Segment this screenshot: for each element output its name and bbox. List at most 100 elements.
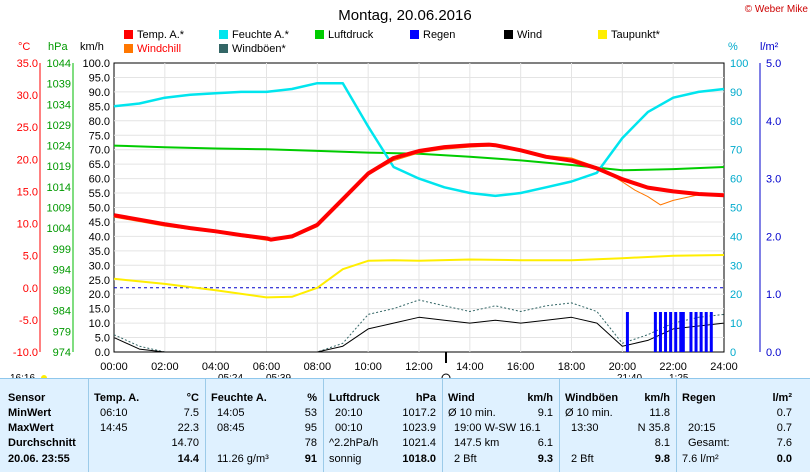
stats-col-sensor: Sensor MinWert MaxWert Durchschnitt 20.0… (0, 379, 89, 472)
gust-beaufort: 2 Bft (571, 453, 594, 465)
y-axes: 35.0 30.0 25.0 20.0 15.0 10.0 5.0 0.0 -5.0 -10.0 1… (13, 58, 781, 359)
temp-tick-4: 15.0 (17, 186, 38, 198)
unit-humidity: % (728, 41, 738, 53)
sunrise-left: 05:24 (218, 373, 243, 378)
stats-label-min: MinWert (8, 407, 52, 419)
sunrise-right: 05:39 (266, 373, 291, 378)
rain-tick-1: 4.0 (766, 116, 781, 128)
stats-header-wind: Wind (448, 392, 475, 404)
humidity-tick-3: 70 (730, 145, 742, 157)
stats-col-wind: Wind km/h Ø 10 min. 9.1 19:00 W-SW 16.1 14… (442, 379, 560, 472)
wind-avg10-value: 9.1 (537, 407, 553, 419)
rain-total-value: 7.6 (776, 437, 792, 449)
humidity-max-time: 08:45 (217, 422, 245, 434)
stats-label-current: 20.06. 23:55 (8, 453, 70, 465)
rain-tick-0: 5.0 (766, 58, 781, 70)
pressure-tick-1: 1039 (47, 79, 71, 91)
pressure-tick-2: 1034 (47, 99, 71, 111)
stats-header-sensor: Sensor (8, 392, 46, 404)
temp-tick-0: 35.0 (17, 58, 38, 70)
pressure-tick-10: 994 (53, 264, 71, 276)
wind-tick-0: 100.0 (82, 58, 110, 70)
humidity-tick-9: 10 (730, 318, 742, 330)
legend-label-4: Wind (517, 29, 542, 41)
wind-beaufort: 2 Bft (454, 453, 477, 465)
x-tick-5: 10:00 (354, 361, 382, 373)
temp-tick-8: -5.0 (19, 315, 38, 327)
pressure-tick-12: 984 (53, 306, 71, 318)
wind-tick-2: 90.0 (89, 87, 110, 99)
temp-min-time: 06:10 (100, 407, 128, 419)
plot-series (113, 81, 725, 353)
stats-unit-wind: km/h (527, 392, 553, 404)
rain-max-value: 0.7 (776, 422, 792, 434)
rain-tick-3: 2.0 (766, 231, 781, 243)
temp-current-value: 14.4 (177, 453, 199, 465)
x-axis: 00:00 02:00 04:00 06:00 08:00 10:00 12:00 14:00… (100, 361, 738, 373)
legend-label-2: Luftdruck (328, 29, 374, 41)
humidity-tick-7: 30 (730, 260, 742, 272)
x-tick-2: 04:00 (202, 361, 230, 373)
humidity-tick-10: 0 (730, 347, 736, 359)
pressure-tick-6: 1014 (47, 182, 71, 194)
legend-swatch-1 (219, 30, 228, 39)
wind-tick-11: 45.0 (89, 217, 110, 229)
current-time-marker (441, 373, 451, 378)
statistics-table: Sensor MinWert MaxWert Durchschnitt 20.0… (0, 378, 810, 472)
temp-tick-1: 30.0 (17, 90, 38, 102)
stats-header-temp: Temp. A. (94, 392, 140, 404)
wind-current-value: 9.3 (537, 453, 553, 465)
wind-distance: 147.5 km (454, 437, 500, 449)
pressure-trend: ^2.2hPa/h (329, 437, 379, 449)
wind-tick-1: 95.0 (89, 72, 110, 84)
pressure-tick-11: 989 (53, 285, 71, 297)
wind-tick-9: 55.0 (89, 188, 110, 200)
wind-tick-6: 70.0 (89, 145, 110, 157)
copyright-text: © Weber Mike (745, 4, 809, 15)
pressure-tick-7: 1009 (47, 203, 71, 215)
gust-max-time: 13:30 (571, 422, 599, 434)
chart-title: Montag, 20.06.2016 (338, 7, 471, 24)
stats-label-max: MaxWert (8, 422, 54, 434)
unit-pressure: hPa (48, 41, 68, 53)
pressure-tick-0: 1044 (47, 58, 71, 70)
gust-avg10-value: 11.8 (649, 407, 670, 419)
sunset-right: 1:25 (669, 373, 689, 378)
stats-unit-temp: °C (186, 392, 199, 404)
stats-col-humidity: Feuchte A.% 14:05 53 08:45 95 78 11.26 g/m… (205, 379, 324, 472)
x-tick-11: 22:00 (659, 361, 687, 373)
legend-swatch-2 (315, 30, 324, 39)
rain-tick-4: 1.0 (766, 289, 781, 301)
pressure-tick-9: 999 (53, 244, 71, 256)
humidity-tick-5: 50 (730, 203, 742, 215)
stats-col-rain: Regen l/m² 0.7 20:15 0.7 Gesamt: 7.6 7.6 l/… (676, 379, 810, 472)
temp-tick-5: 10.0 (17, 219, 38, 231)
stats-unit-humidity: % (307, 392, 317, 404)
wind-tick-7: 65.0 (89, 159, 110, 171)
wind-tick-19: 5.0 (95, 333, 110, 345)
pressure-current-value: 1018.0 (402, 453, 436, 465)
humidity-tick-0: 100 (730, 58, 748, 70)
humidity-tick-8: 20 (730, 289, 742, 301)
stats-header-rain: Regen (682, 392, 716, 404)
stats-unit-rain: l/m² (772, 392, 792, 404)
x-tick-4: 08:00 (304, 361, 332, 373)
rain-total-label: Gesamt: (688, 437, 730, 449)
legend-label-1: Feuchte A.* (232, 29, 290, 41)
humidity-max-value: 95 (304, 422, 317, 434)
humidity-min-time: 14:05 (217, 407, 245, 419)
humidity-avg-value: 78 (304, 437, 317, 449)
pressure-tick-8: 1004 (47, 223, 71, 235)
wind-tick-15: 25.0 (89, 275, 110, 287)
pressure-tick-4: 1024 (47, 141, 71, 153)
sun-icon-left (41, 375, 47, 378)
wind-tick-16: 20.0 (89, 289, 110, 301)
series-feuchtea (113, 81, 725, 198)
grid-lines (114, 63, 724, 352)
legend-label-7: Windböen* (232, 43, 287, 55)
legend-swatch-5 (598, 30, 607, 39)
weather-chart: Montag, 20.06.2016 © Weber Mike Temp. A.… (10, 4, 809, 378)
series-taupunkt (113, 254, 725, 299)
wind-max-value: 19:00 W-SW 16.1 (454, 422, 541, 434)
x-tick-12: 24:00 (710, 361, 738, 373)
